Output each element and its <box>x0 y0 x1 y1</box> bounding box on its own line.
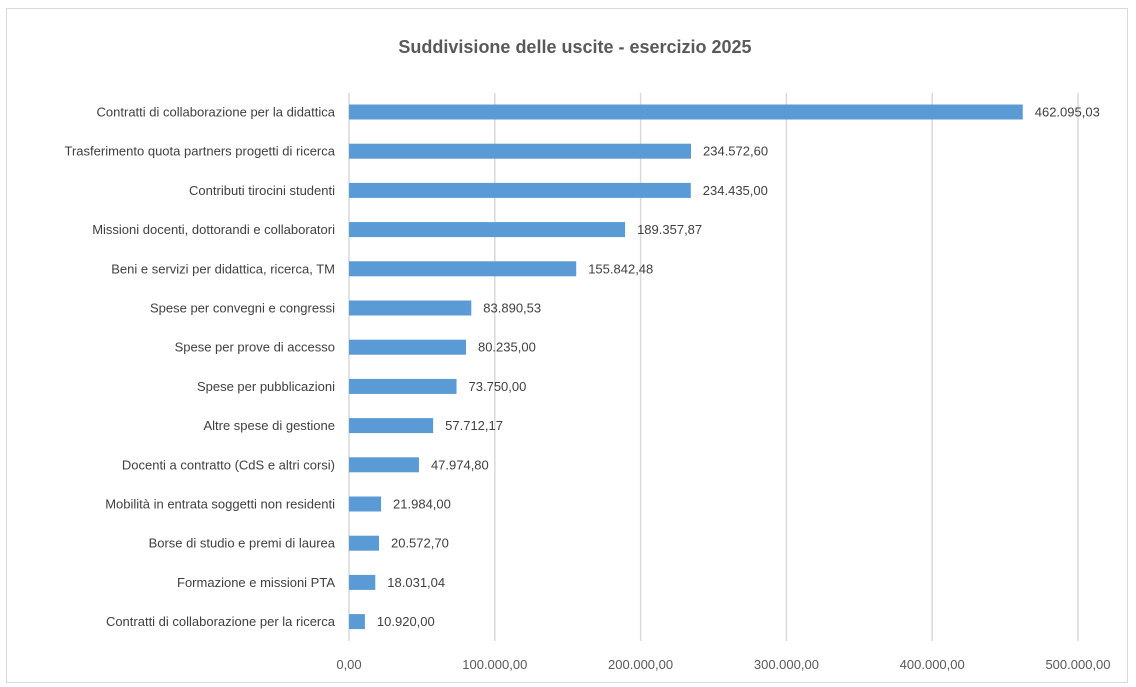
value-label: 10.920,00 <box>377 614 435 629</box>
bar <box>349 222 626 238</box>
value-label: 234.435,00 <box>703 183 768 198</box>
x-tick-label: 500.000,00 <box>1045 657 1110 672</box>
category-label: Spese per prove di accesso <box>175 340 335 355</box>
category-label: Contributi tirocini studenti <box>189 183 335 198</box>
grid-lines <box>348 93 1079 641</box>
value-label: 189.357,87 <box>637 222 702 237</box>
bar <box>349 182 691 198</box>
bar <box>349 535 379 551</box>
category-label: Spese per convegni e congressi <box>150 301 335 316</box>
value-label: 18.031,04 <box>387 575 445 590</box>
value-label: 21.984,00 <box>393 497 451 512</box>
bar <box>349 143 692 159</box>
category-label: Altre spese di gestione <box>203 418 335 433</box>
value-label: 47.974,80 <box>431 457 489 472</box>
value-label: 73.750,00 <box>469 379 527 394</box>
category-label: Contratti di collaborazione per la didat… <box>97 105 336 120</box>
value-label: 20.572,70 <box>391 536 449 551</box>
category-label: Contratti di collaborazione per la ricer… <box>106 614 336 629</box>
bar <box>349 378 457 394</box>
x-tick-label: 0,00 <box>336 657 361 672</box>
chart-title: Suddivisione delle uscite - esercizio 20… <box>398 37 751 57</box>
category-label: Docenti a contratto (CdS e altri corsi) <box>122 457 335 472</box>
bar <box>349 261 577 277</box>
bar <box>349 300 472 316</box>
category-label: Borse di studio e premi di laurea <box>149 536 336 551</box>
bar <box>349 614 365 630</box>
category-label: Missioni docenti, dottorandi e collabora… <box>92 222 335 237</box>
bar <box>349 457 419 473</box>
value-label: 80.235,00 <box>478 340 536 355</box>
bar <box>349 574 376 590</box>
x-tick-label: 100.000,00 <box>462 657 527 672</box>
category-label: Spese per pubblicazioni <box>197 379 335 394</box>
bars <box>349 104 1023 630</box>
bar-chart: 0,00 100.000,00 200.000,00 300.000,00 400.00… <box>65 37 1111 673</box>
x-tick-label: 300.000,00 <box>754 657 819 672</box>
value-label: 155.842,48 <box>588 261 653 276</box>
x-tick-label: 200.000,00 <box>608 657 673 672</box>
value-label: 83.890,53 <box>483 301 541 316</box>
value-label: 462.095,03 <box>1035 105 1100 120</box>
category-label: Mobilità in entrata soggetti non residen… <box>105 497 335 512</box>
category-label: Beni e servizi per didattica, ricerca, T… <box>111 261 335 276</box>
chart-frame: 0,00 100.000,00 200.000,00 300.000,00 400.00… <box>6 8 1128 683</box>
value-label: 57.712,17 <box>445 418 503 433</box>
value-label: 234.572,60 <box>703 144 768 159</box>
bar <box>349 496 382 512</box>
bar <box>349 418 434 434</box>
x-tick-label: 400.000,00 <box>900 657 965 672</box>
category-label: Formazione e missioni PTA <box>177 575 335 590</box>
bar <box>349 339 466 355</box>
labels: 0,00 100.000,00 200.000,00 300.000,00 400.00… <box>65 105 1111 673</box>
category-label: Trasferimento quota partners progetti di… <box>65 144 336 159</box>
bar <box>349 104 1023 120</box>
